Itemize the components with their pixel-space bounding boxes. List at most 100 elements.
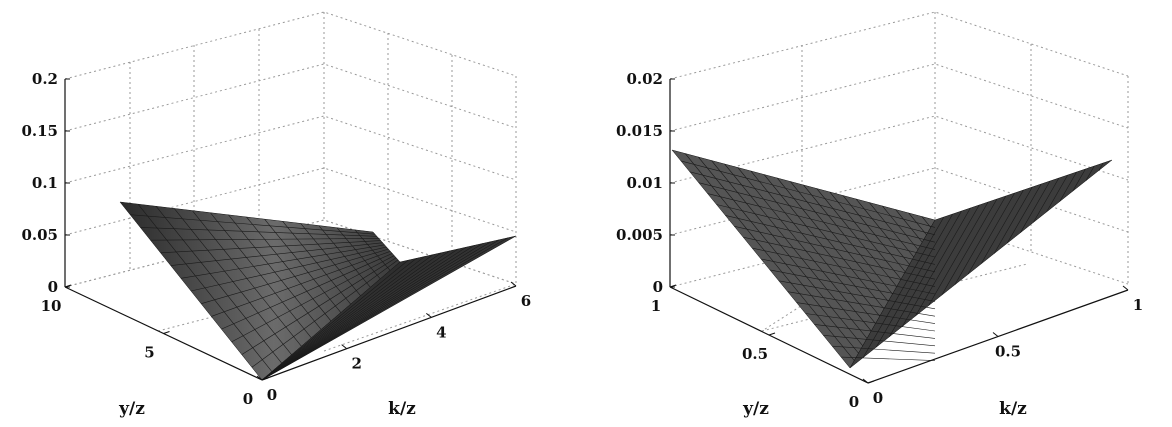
mesh-line [816,188,897,287]
x-tick-mark [341,344,347,350]
z-tick-label: 0.015 [616,122,663,140]
mesh-line [928,201,989,306]
left-ylabel: y/z [118,399,145,419]
mesh-line [882,205,919,250]
x-tick-label: 0.5 [995,343,1021,361]
mesh-line [803,184,893,295]
mesh-line [282,221,351,305]
mesh-line [689,171,936,236]
mesh-line [261,248,459,381]
mesh-line [261,250,450,381]
x-tick-label: 4 [436,323,446,341]
y-tick-label: 5 [144,344,154,362]
mesh-line [743,236,936,280]
mesh-line [855,198,910,265]
mesh-line [261,243,484,381]
mesh-line [231,255,395,343]
mesh-line [261,239,500,381]
mesh-line [246,216,332,322]
mesh-line [829,191,902,280]
mesh-line [769,269,936,302]
mesh-line [832,345,936,354]
right-surface-mesh [680,153,1104,361]
mesh-line [814,324,936,339]
y-tick-label: 1 [651,297,661,315]
x-tick-label: 0 [873,389,883,407]
left-grid [64,11,517,352]
x-tick-mark [426,312,432,318]
right-ylabel: y/z [742,399,769,419]
mesh-line [778,280,936,310]
mesh-line [895,209,923,243]
mesh-line [251,259,399,368]
z-tick-label: 0.02 [626,70,663,88]
mesh-line [941,198,998,296]
mesh-line [889,210,962,337]
x-tick-mark [510,281,517,287]
y-tick-label: 10 [41,297,62,315]
mesh-line [201,248,389,305]
mesh-line [707,193,936,250]
mesh-line [1085,165,1095,181]
y-tick-mark [768,332,776,336]
z-tick-label: 0.1 [32,174,58,192]
mesh-line [261,258,417,381]
y-tick-mark [261,377,269,381]
mesh-line [980,189,1024,265]
x-tick-label: 0 [267,386,277,404]
mesh-line [261,246,467,381]
mesh-line [318,225,371,288]
z-tick-label: 0.05 [21,226,58,244]
mesh-line [1006,183,1042,244]
mesh-line [241,257,397,355]
mesh-line [915,204,980,317]
mesh-line [354,229,391,271]
mesh-line [261,237,508,381]
mesh-line [1059,171,1077,202]
y-tick-label: 0 [243,390,253,408]
mesh-line [908,212,927,235]
mesh-line [841,356,936,361]
x-tick-label: 6 [521,292,531,310]
mesh-line [967,192,1015,275]
z-tick-label: 0.005 [616,226,663,244]
mesh-line [261,245,475,381]
y-tick-label: 0.5 [742,345,768,363]
mesh-line [776,177,885,309]
mesh-line [823,335,936,347]
mesh-line [1098,162,1104,171]
mesh-line [805,313,936,332]
mesh-line [921,216,931,228]
mesh-line [261,252,442,381]
mesh-line [1020,180,1051,233]
mesh-line [734,226,936,273]
z-tick-label: 0.15 [21,122,58,140]
mesh-line [993,186,1033,254]
mesh-line [261,256,426,381]
y-tick-mark [867,380,875,384]
mesh-line [680,160,936,228]
left-xlabel: k/z [388,399,416,419]
mesh-line [336,227,381,280]
mesh-line [698,156,859,354]
mesh-line [698,182,936,243]
mesh-line [724,163,868,339]
mesh-line [787,291,936,317]
mesh-line [264,218,342,313]
left-surface [119,201,517,381]
left-surface-back [119,201,401,381]
x-tick-label: 2 [351,355,361,373]
mesh-line [752,247,936,287]
mesh-line [1033,177,1060,223]
y-tick-mark [64,284,72,288]
mesh-line [760,258,936,295]
mesh-line [737,167,872,332]
mesh-line [711,160,863,346]
y-tick-mark [669,284,677,288]
x-tick-mark [1122,285,1129,291]
left-surface-mesh [130,203,508,381]
